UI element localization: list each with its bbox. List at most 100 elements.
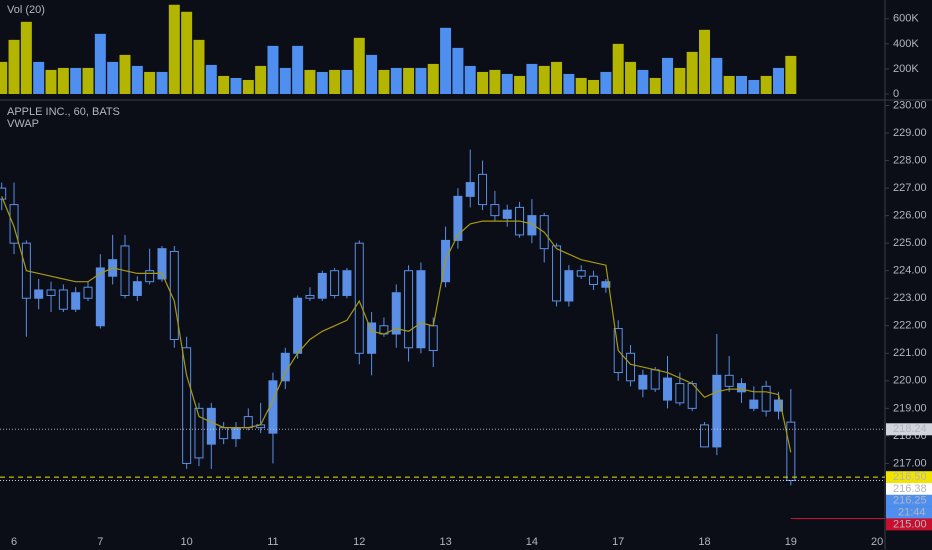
volume-bar (772, 67, 784, 94)
price-marker (886, 518, 932, 531)
x-tick-label: 7 (97, 536, 103, 548)
x-tick-label: 10 (181, 536, 193, 548)
volume-bar (353, 37, 365, 94)
volume-bar (662, 57, 674, 94)
x-tick-label: 17 (612, 536, 624, 548)
candle-body (552, 245, 562, 302)
volume-bar (119, 54, 131, 94)
price-marker (886, 482, 932, 495)
candle-body (478, 173, 488, 206)
candle-body (95, 267, 105, 327)
volume-bar (674, 67, 686, 94)
x-tick-label: 6 (11, 536, 17, 548)
volume-bar (477, 71, 489, 94)
volume-bar (649, 77, 661, 94)
volume-bar (526, 63, 538, 94)
price-marker-label: 215.00 (893, 518, 927, 530)
candle-body (219, 427, 229, 440)
volume-bar (637, 69, 649, 94)
candle-body (773, 399, 783, 412)
price-marker-label: 218.24 (893, 423, 927, 435)
volume-tick-label: 600K (893, 13, 919, 25)
candle-body (9, 204, 19, 244)
candle-body (737, 383, 746, 393)
volume-tick-label: 400K (893, 38, 919, 50)
volume-bar (20, 21, 32, 95)
volume-bar (255, 65, 267, 94)
volume-bar (144, 71, 156, 94)
volume-bar (33, 61, 45, 94)
price-tick-label: 220.00 (893, 375, 927, 387)
legend-entry: VWAP (7, 118, 39, 130)
volume-bar (760, 75, 772, 94)
volume-bar (551, 61, 563, 94)
volume-bar (70, 67, 82, 94)
volume-bar (329, 69, 341, 94)
volume-bar (205, 64, 217, 94)
candle-body (601, 281, 611, 288)
candle-body (83, 286, 93, 299)
x-tick-label: 12 (353, 536, 365, 548)
price-tick-label: 223.00 (893, 292, 927, 304)
volume-bar (748, 79, 760, 94)
volume-bar (723, 75, 735, 94)
volume-bar (168, 4, 180, 95)
candle-body (465, 182, 475, 197)
x-tick-label: 13 (439, 536, 451, 548)
candle-body (367, 322, 377, 354)
x-tick-label: 18 (698, 536, 710, 548)
x-tick-label: 11 (267, 536, 278, 548)
chart-title: APPLE INC., 60, BATS (7, 106, 120, 118)
candle-body (502, 209, 512, 219)
volume-bar (82, 67, 94, 94)
candle-body (453, 195, 463, 241)
candle-body (71, 292, 81, 310)
volume-tick-label: 0 (893, 88, 899, 100)
volume-bar (588, 79, 600, 94)
volume-bar (45, 69, 57, 94)
candle-body (46, 289, 56, 296)
candle-body (404, 270, 414, 349)
volume-bar (612, 43, 624, 94)
candle-body (761, 385, 771, 412)
volume-bar (415, 67, 427, 94)
volume-bar (242, 79, 254, 94)
volume-bar (464, 65, 476, 94)
candle-body (157, 248, 167, 280)
candle-body (428, 325, 438, 352)
candle-body (354, 242, 364, 354)
x-tick-label: 19 (785, 536, 797, 548)
volume-bar (316, 71, 328, 94)
candle-body (182, 347, 192, 464)
volume-bar (501, 73, 513, 94)
countdown-label: 21:44 (898, 506, 926, 518)
price-marker-label: 216.50 (893, 471, 927, 483)
candle-body (206, 407, 216, 445)
volume-tick-label: 200K (893, 63, 919, 75)
volume-bar (736, 75, 747, 94)
price-marker (886, 494, 932, 507)
volume-bar (403, 67, 415, 94)
volume-bar (94, 33, 106, 94)
candle-body (589, 275, 599, 285)
candle-body (231, 427, 241, 440)
candle-body (663, 377, 673, 401)
volume-bar (625, 61, 637, 94)
candle-body (638, 374, 648, 390)
candle-body (576, 270, 586, 277)
candle-body (712, 374, 722, 448)
candle-body (34, 289, 44, 299)
volume-bar (575, 77, 587, 94)
volume-bar (292, 45, 304, 94)
candle-body (243, 416, 253, 429)
price-marker (886, 471, 932, 484)
price-tick-label: 228.00 (893, 154, 927, 166)
volume-bar (0, 61, 8, 94)
price-tick-label: 229.00 (893, 127, 927, 139)
price-tick-label: 230.00 (893, 99, 927, 111)
candle-body (58, 289, 68, 310)
volume-bar (440, 27, 452, 95)
volume-bar (156, 71, 168, 94)
